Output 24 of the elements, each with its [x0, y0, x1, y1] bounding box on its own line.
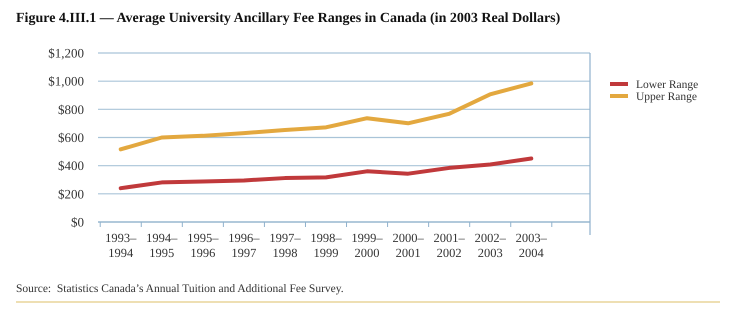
x-tick-label: 1997– 1998 — [269, 231, 302, 260]
x-tick-label: 2003– 2004 — [516, 231, 548, 260]
x-tick-label: 1993– 1994 — [105, 231, 138, 260]
y-tick-label: $200 — [58, 186, 84, 202]
x-tick-label: 1994– 1995 — [146, 231, 178, 260]
y-tick-label: $0 — [71, 214, 84, 230]
x-tick-label: 1995– 1996 — [187, 231, 220, 260]
y-tick-label: $1,000 — [48, 74, 84, 89]
y-tick-label: $400 — [58, 158, 84, 174]
x-tick-label: 2002– 2003 — [474, 231, 507, 260]
chart-title: Figure 4.III.1 — Average University Ancillary Fee Ranges in Canada (in 2003 Real Dollars) — [16, 11, 561, 26]
y-tick-label: $800 — [58, 102, 84, 117]
source-note: Source: Statistics Canada’s Annual Tuition and Additional Fee Survey. — [16, 283, 344, 295]
legend-label: Lower Range — [636, 79, 698, 92]
y-tick-label: $600 — [58, 130, 84, 146]
x-tick-label: 2001– 2002 — [434, 231, 466, 260]
line-series — [118, 81, 534, 152]
x-tick-label: 1999– 2000 — [351, 231, 384, 260]
legend-label: Upper Range — [636, 91, 697, 104]
line-series — [118, 156, 534, 190]
x-tick-label: 2000– 2001 — [392, 231, 424, 260]
x-tick-label: 1998– 1999 — [310, 231, 342, 260]
x-tick-label: 1996– 1997 — [228, 231, 260, 260]
y-tick-label: $1,200 — [48, 46, 84, 61]
